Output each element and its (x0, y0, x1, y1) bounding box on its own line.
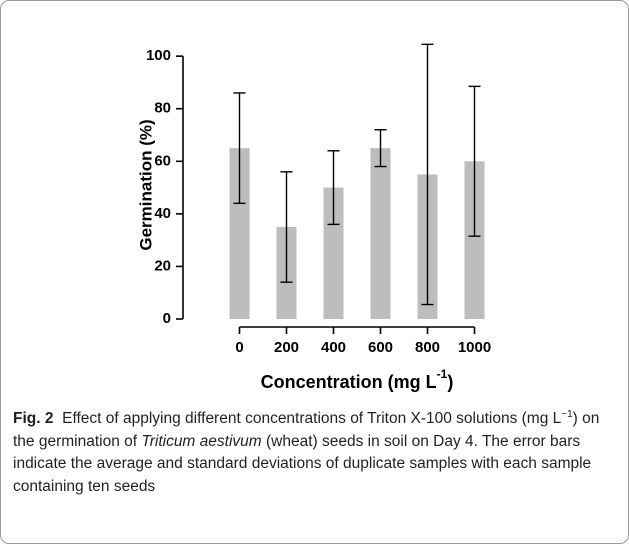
bar (323, 187, 344, 319)
x-axis-label: Concentration (mg L-1) (261, 367, 454, 392)
y-tick-label: 20 (154, 257, 171, 274)
y-tick-label: 100 (146, 47, 171, 64)
y-tick-label: 0 (163, 310, 171, 327)
caption-label: Fig. 2 (13, 410, 54, 427)
y-axis-label: Germination (%) (136, 119, 155, 250)
caption: Fig. 2 Effect of applying different conc… (13, 408, 613, 498)
caption-species: Triticum aestivum (141, 432, 262, 450)
bar (464, 161, 485, 319)
caption-text: ) on the germination of (13, 410, 600, 450)
bar (370, 148, 391, 319)
y-tick-label: 60 (154, 152, 171, 169)
x-axis-label-superscript: -1 (437, 367, 448, 381)
x-axis-label-text: Concentration (mg L (261, 372, 437, 392)
chart: Germination (%) Concentration (mg L-1) 0… (136, 43, 491, 392)
x-tick-label: 0 (235, 339, 243, 356)
caption-text: (wheat) seeds in soil on Day 4. The erro… (13, 432, 592, 495)
y-tick-label: 80 (154, 100, 171, 117)
bar (229, 148, 250, 319)
x-tick-label: 200 (274, 339, 299, 356)
x-tick-label: 600 (368, 339, 393, 356)
y-tick-label: 40 (154, 205, 171, 222)
x-axis-label-tail: ) (447, 372, 453, 392)
caption-text: Effect of applying different concentrati… (62, 410, 562, 427)
x-tick-label: 400 (321, 339, 346, 356)
x-tick-label: 1000 (458, 339, 491, 356)
caption-superscript: −1 (561, 408, 573, 420)
x-tick-label: 800 (415, 339, 440, 356)
